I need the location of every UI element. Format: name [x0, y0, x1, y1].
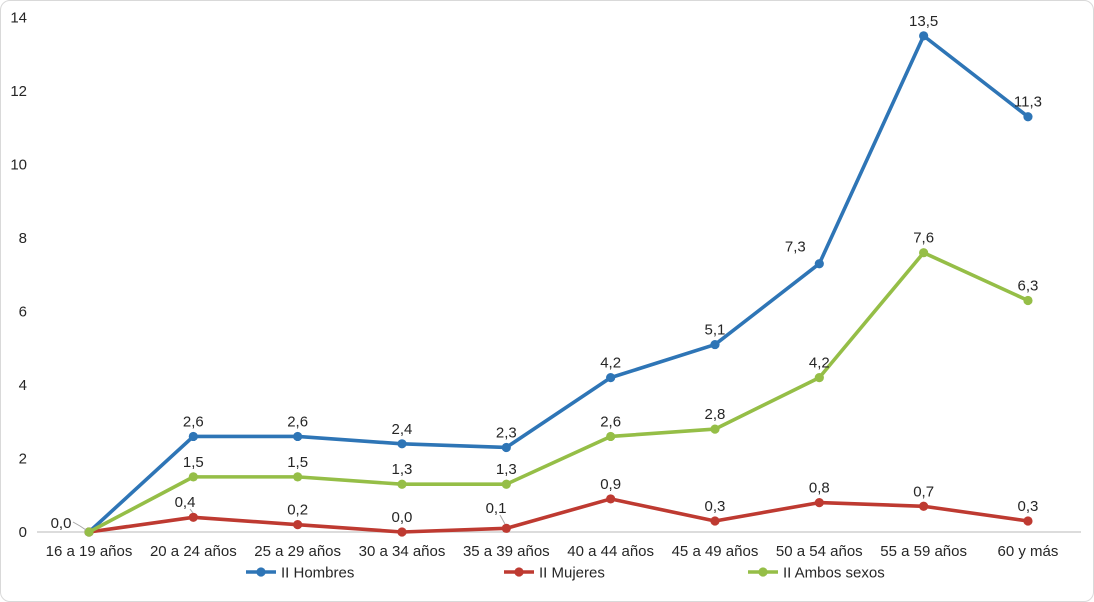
data-point-marker — [501, 442, 511, 453]
label-leader-line — [189, 508, 194, 514]
data-labels: 0,0 2,6 2,6 2,4 2,3 4,2 5,1 7,3 13,5 11,3 0,4 0,2 0,… — [51, 13, 1042, 532]
data-label: 2,8 — [705, 406, 726, 423]
legend-marker-icon — [246, 567, 276, 577]
data-point-marker — [397, 527, 407, 537]
data-label: 4,2 — [809, 355, 830, 372]
x-axis-category-label: 40 a 44 años — [567, 543, 654, 560]
data-label: 6,3 — [1018, 277, 1039, 294]
data-point-marker — [814, 259, 824, 269]
series-ii-ambos-sexos — [84, 248, 1033, 537]
legend-item-label: II Ambos sexos — [783, 565, 885, 582]
data-label: 0,7 — [913, 483, 934, 500]
data-point-marker — [293, 472, 303, 482]
label-leader-line — [499, 514, 506, 525]
series-line — [87, 497, 1030, 534]
data-point-marker — [606, 431, 616, 442]
series-line — [87, 34, 1030, 534]
data-point-marker — [1023, 295, 1033, 306]
x-axis-category-label: 25 a 29 años — [254, 543, 341, 560]
data-label: 0,1 — [486, 500, 507, 517]
y-axis-tick-label: 8 — [19, 230, 27, 247]
x-axis-category-label: 50 a 54 años — [776, 543, 863, 560]
chart-legend: II Hombres II Mujeres II Ambos sexos — [246, 565, 885, 582]
data-label: 0,9 — [600, 476, 621, 493]
data-label: 2,6 — [600, 413, 621, 430]
data-point-marker — [710, 516, 720, 526]
data-point-marker — [814, 373, 824, 383]
data-point-marker — [501, 523, 511, 533]
x-axis-category-label: 60 y más — [998, 543, 1059, 560]
data-label: 1,3 — [392, 461, 413, 478]
data-label: 0,4 — [175, 494, 196, 511]
data-point-marker — [397, 479, 407, 489]
data-point-marker — [606, 373, 616, 383]
legend-dot — [256, 567, 266, 577]
data-label: 1,5 — [183, 454, 204, 471]
data-label: 7,6 — [913, 230, 934, 247]
data-point-marker — [710, 424, 720, 434]
y-axis-tick-label: 4 — [19, 377, 27, 394]
data-point-marker — [397, 439, 407, 449]
y-axis-tick-label: 12 — [10, 83, 27, 100]
y-axis-tick-label: 0 — [19, 524, 27, 541]
data-point-marker — [188, 512, 198, 522]
x-axis-category-label: 35 a 39 años — [463, 543, 550, 560]
x-axis-category-label: 20 a 24 años — [150, 543, 237, 560]
data-label: 4,2 — [600, 355, 621, 372]
legend-dot — [758, 567, 768, 577]
data-label: 0,3 — [1018, 498, 1039, 515]
y-axis-tick-label: 14 — [10, 10, 27, 27]
data-point-marker — [293, 431, 303, 442]
data-point-marker — [188, 431, 198, 442]
data-label: 2,6 — [287, 413, 308, 430]
data-label: 0,3 — [705, 498, 726, 515]
data-point-marker — [1023, 516, 1033, 526]
data-label: 7,3 — [785, 239, 806, 256]
data-label: 2,3 — [496, 424, 517, 441]
data-label: 11,3 — [1014, 94, 1042, 111]
x-axis-category-label: 16 a 19 años — [46, 543, 133, 560]
legend-dot — [514, 567, 524, 577]
data-label: 0,2 — [287, 502, 308, 519]
data-point-marker — [1023, 112, 1033, 122]
y-axis-tick-label: 2 — [19, 451, 27, 468]
data-label: 0,8 — [809, 480, 830, 497]
legend-marker-icon — [748, 567, 778, 577]
data-point-marker — [501, 479, 511, 489]
data-point-marker — [606, 494, 616, 504]
data-point-marker — [919, 31, 929, 41]
legend-item-ii-hombres: II Hombres — [246, 565, 354, 582]
x-axis-category-label: 45 a 49 años — [672, 543, 759, 560]
data-label: 13,5 — [909, 13, 938, 30]
legend-item-ii-ambos-sexos: II Ambos sexos — [748, 565, 885, 582]
data-label: 0,0 — [51, 515, 72, 532]
data-label: 1,3 — [496, 461, 517, 478]
series-ii-hombres — [84, 31, 1033, 537]
x-axis-category-label: 55 a 59 años — [880, 543, 967, 560]
data-label: 1,5 — [287, 454, 308, 471]
data-label: 5,1 — [705, 322, 726, 339]
data-label: 0,0 — [392, 509, 413, 526]
data-point-marker — [814, 498, 824, 508]
legend-item-label: II Hombres — [281, 565, 354, 582]
legend-item-label: II Mujeres — [539, 565, 605, 582]
data-point-marker — [919, 501, 929, 511]
y-axis-tick-label: 10 — [10, 157, 27, 174]
data-point-marker — [293, 520, 303, 530]
data-point-marker — [188, 472, 198, 482]
label-leader-line — [72, 521, 87, 531]
legend-item-ii-mujeres: II Mujeres — [504, 565, 605, 582]
data-label: 2,4 — [392, 421, 413, 438]
data-point-marker — [84, 527, 94, 537]
data-point-marker — [919, 248, 929, 258]
x-axis-category-label: 30 a 34 años — [359, 543, 446, 560]
series-ii-mujeres — [84, 494, 1033, 537]
series-line — [87, 250, 1030, 534]
legend-marker-icon — [504, 567, 534, 577]
y-axis-tick-label: 6 — [19, 304, 27, 321]
data-point-marker — [710, 339, 720, 350]
data-label: 2,6 — [183, 413, 204, 430]
